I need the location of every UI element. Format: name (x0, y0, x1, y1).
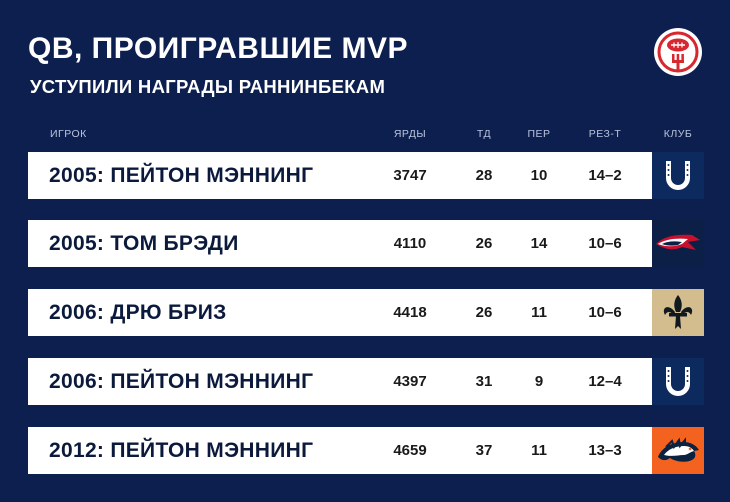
int-value: 9 (534, 373, 544, 390)
column-header-int: ПЕР (527, 128, 551, 140)
colts-horseshoe-icon (652, 152, 704, 199)
int-value: 11 (531, 304, 547, 321)
column-header-yards: ЯРДЫ (393, 128, 427, 140)
column-header-player: ИГРОК (50, 128, 87, 140)
page-title: QB, ПРОИГРАВШИЕ MVP (28, 32, 409, 65)
record-value: 12–4 (588, 373, 622, 390)
yards-value: 4418 (393, 304, 427, 321)
int-value: 10 (530, 167, 548, 184)
column-header-td: ТД (476, 128, 492, 140)
saints-fleur-de-lis-icon (652, 289, 704, 336)
int-value: 14 (530, 235, 548, 252)
table-row: 2006: ДРЮ БРИЗ 4418 26 11 10–6 (28, 289, 704, 336)
colts-horseshoe-icon (652, 358, 704, 405)
broncos-horse-icon (652, 427, 704, 474)
record-value: 13–3 (588, 442, 622, 459)
record-value: 10–6 (588, 235, 622, 252)
record-value: 10–6 (588, 304, 622, 321)
table-row: 2005: ПЕЙТОН МЭННИНГ 3747 28 10 14–2 (28, 152, 704, 199)
td-value: 26 (475, 235, 493, 252)
player-name: 2012: ПЕЙТОН МЭННИНГ (49, 439, 314, 462)
table-header: ИГРОК ЯРДЫ ТД ПЕР РЕЗ-Т КЛУБ (0, 128, 730, 144)
yards-value: 3747 (393, 167, 427, 184)
table-row: 2006: ПЕЙТОН МЭННИНГ 4397 31 9 12–4 (28, 358, 704, 405)
page-subtitle: УСТУПИЛИ НАГРАДЫ РАННИНБЕКАМ (30, 76, 386, 97)
record-value: 14–2 (588, 167, 622, 184)
player-name: 2005: ТОМ БРЭДИ (49, 232, 239, 255)
player-name: 2006: ДРЮ БРИЗ (49, 301, 227, 324)
td-value: 28 (475, 167, 493, 184)
column-header-team: КЛУБ (663, 128, 693, 140)
td-value: 37 (475, 442, 493, 459)
td-value: 31 (475, 373, 493, 390)
int-value: 11 (531, 442, 547, 459)
yards-value: 4659 (393, 442, 427, 459)
player-name: 2005: ПЕЙТОН МЭННИНГ (49, 164, 314, 187)
column-header-record: РЕЗ-Т (588, 128, 622, 140)
td-value: 26 (475, 304, 493, 321)
yards-value: 4397 (393, 373, 427, 390)
yards-value: 4110 (393, 235, 427, 252)
player-name: 2006: ПЕЙТОН МЭННИНГ (49, 370, 314, 393)
table-row: 2012: ПЕЙТОН МЭННИНГ 4659 37 11 13–3 (28, 427, 704, 474)
patriots-logo-icon (652, 220, 704, 267)
table-row: 2005: ТОМ БРЭДИ 4110 26 14 10–6 (28, 220, 704, 267)
football-fork-logo-icon (654, 28, 702, 76)
